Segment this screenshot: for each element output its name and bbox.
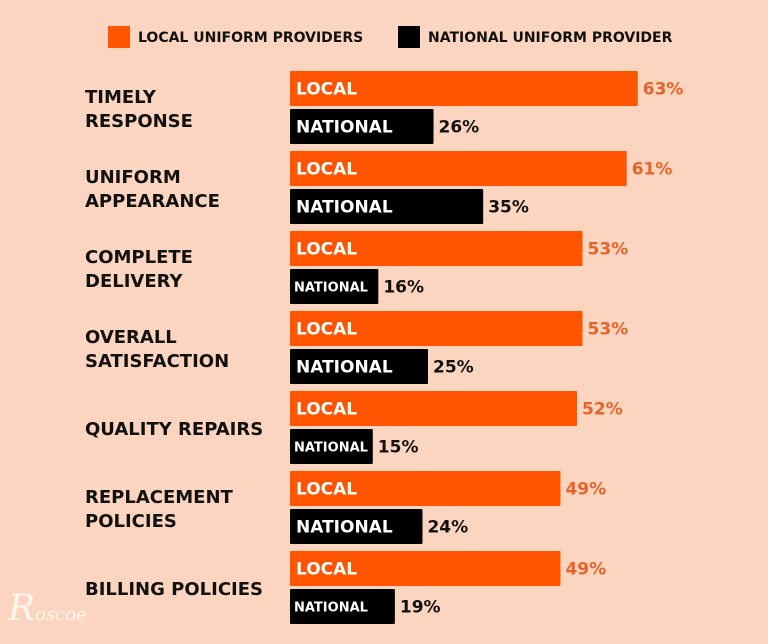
bar-inner-label: NATIONAL [296,118,393,138]
bar-inner-label: LOCAL [296,480,357,500]
value-label: 15% [378,438,419,458]
bar-inner-label: NATIONAL [294,441,368,456]
bar-inner-label: LOCAL [296,400,357,420]
bar-local [290,151,627,186]
value-label: 49% [565,480,606,500]
bar-local [290,71,638,106]
bar-local [290,231,583,266]
category-label: APPEARANCE [85,191,220,212]
value-label: 53% [588,240,629,260]
bar-inner-label: NATIONAL [296,198,393,218]
category-label: OVERALL [85,327,177,348]
bar-national [290,589,395,624]
category-label: COMPLETE [85,247,193,268]
value-label: 52% [582,400,623,420]
value-label: 53% [588,320,629,340]
category-label: POLICIES [85,511,177,532]
bar-inner-label: NATIONAL [294,281,368,296]
value-label: 25% [433,358,474,378]
legend-swatch-1 [398,26,420,48]
bar-inner-label: LOCAL [296,320,357,340]
category-label: DELIVERY [85,271,184,292]
bar-national [290,109,434,144]
bar-local [290,551,561,586]
value-label: 61% [632,160,673,180]
bar-local [290,391,578,426]
legend-swatch-0 [108,26,130,48]
value-label: 26% [439,118,480,138]
bar-inner-label: LOCAL [296,160,357,180]
category-label: RESPONSE [85,111,193,132]
bar-inner-label: NATIONAL [294,601,368,616]
value-label: 16% [383,278,424,298]
bar-national [290,429,373,464]
bar-inner-label: LOCAL [296,560,357,580]
bar-inner-label: NATIONAL [296,518,393,538]
bar-national [290,269,379,304]
bar-national [290,189,484,224]
category-label: QUALITY REPAIRS [85,419,263,440]
category-label: TIMELY [85,87,157,108]
bar-national [290,349,428,384]
legend-label-0: LOCAL UNIFORM PROVIDERS [138,30,363,46]
bar-national [290,509,423,544]
category-label: SATISFACTION [85,351,229,372]
category-label: BILLING POLICIES [85,579,263,600]
category-label: REPLACEMENT [85,487,234,508]
roscoe-logo: Roscoe [8,588,87,629]
category-label: UNIFORM [85,167,181,188]
value-label: 49% [565,560,606,580]
value-label: 35% [488,198,529,218]
bar-local [290,471,561,506]
bar-local [290,311,583,346]
bar-inner-label: NATIONAL [296,358,393,378]
bar-inner-label: LOCAL [296,80,357,100]
legend-label-1: NATIONAL UNIFORM PROVIDER [428,30,673,46]
value-label: 63% [643,80,684,100]
bar-inner-label: LOCAL [296,240,357,260]
value-label: 19% [400,598,441,618]
value-label: 24% [427,518,468,538]
